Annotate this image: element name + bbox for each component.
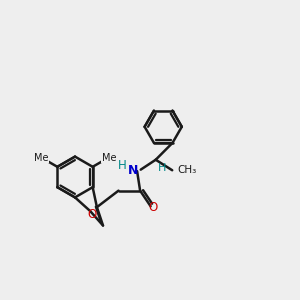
Text: N: N bbox=[128, 164, 138, 177]
Text: O: O bbox=[87, 208, 96, 221]
Text: Me: Me bbox=[34, 152, 49, 163]
Text: CH₃: CH₃ bbox=[178, 165, 197, 175]
Text: H: H bbox=[118, 159, 127, 172]
Text: Me: Me bbox=[101, 152, 116, 163]
Text: O: O bbox=[148, 201, 157, 214]
Text: H: H bbox=[158, 163, 166, 173]
